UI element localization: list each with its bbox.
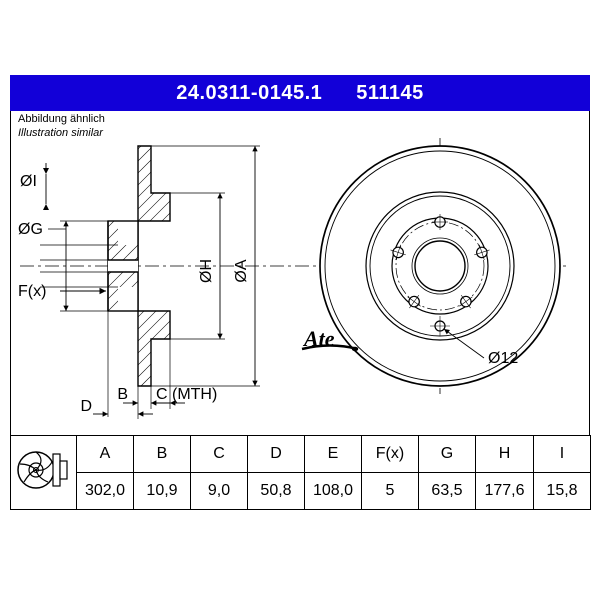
front-view: Ø12 [20,138,570,394]
col-header: D [248,436,305,473]
col-header: H [476,436,534,473]
dim-label-A: ØA [233,259,250,282]
dim-label-B: B [117,386,128,403]
cell-value: 302,0 [77,473,134,510]
col-header: F(x) [362,436,419,473]
dim-label-D: D [80,398,92,415]
short-number: 511145 [356,82,424,105]
col-header: B [134,436,191,473]
cell-value: 108,0 [305,473,362,510]
subtitle-line1: Abbildung ähnlich [18,113,105,127]
cell-value: 15,8 [534,473,591,510]
subtitle-line2: Illustration similar [18,127,105,141]
dimension-table: A B C D E F(x) G H I 302,0 10,9 9,0 50,8… [10,435,591,510]
disc-icon-cell [11,436,77,510]
slotted-disc-icon [16,442,72,498]
cell-value: 5 [362,473,419,510]
page-container: 24.0311-0145.1 511145 Abbildung ähnlich … [0,0,600,600]
locating-hole-label: Ø12 [488,350,518,367]
col-header: C [191,436,248,473]
table-header-row: A B C D E F(x) G H I [11,436,591,473]
cell-value: 177,6 [476,473,534,510]
dim-label-C: C (MTH) [156,386,217,403]
col-header: G [419,436,476,473]
part-number: 24.0311-0145.1 [176,82,322,105]
header-bar: 24.0311-0145.1 511145 [10,75,590,111]
subtitle: Abbildung ähnlich Illustration similar [18,113,105,141]
col-header: I [534,436,591,473]
technical-diagram: Ø12 [10,111,590,421]
dim-label-F: F(x) [18,283,46,300]
col-header: A [77,436,134,473]
cell-value: 10,9 [134,473,191,510]
table-value-row: 302,0 10,9 9,0 50,8 108,0 5 63,5 177,6 1… [11,473,591,510]
cell-value: 9,0 [191,473,248,510]
dim-label-G: ØG [18,221,43,238]
cell-value: 63,5 [419,473,476,510]
dim-label-H: ØH [198,259,215,283]
col-header: E [305,436,362,473]
cell-value: 50,8 [248,473,305,510]
dim-label-I: ØI [20,173,37,190]
brand-logo: Ate [300,322,360,358]
